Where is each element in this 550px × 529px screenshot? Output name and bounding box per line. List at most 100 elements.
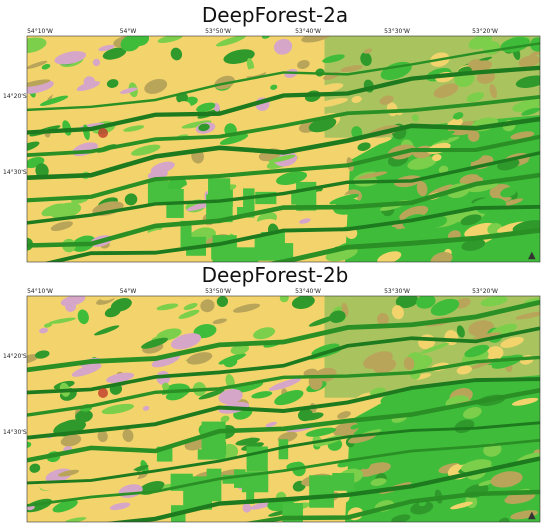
land-patch	[315, 98, 348, 108]
land-patch	[515, 311, 540, 320]
land-patch	[305, 427, 337, 437]
land-patch	[230, 344, 250, 355]
land-patch	[291, 296, 315, 309]
y-tick-label: 14°20'S	[3, 353, 27, 360]
land-patch	[52, 499, 78, 513]
land-patch	[215, 36, 246, 47]
land-patch	[273, 38, 293, 55]
land-patch	[123, 125, 145, 132]
land-patch	[27, 80, 54, 94]
land-patch	[71, 363, 102, 377]
panel-title: DeepForest-2b	[202, 263, 349, 287]
land-patch	[518, 55, 540, 68]
field	[275, 243, 294, 262]
forest-corridor	[27, 172, 540, 248]
forest-corridor	[27, 134, 540, 203]
land-patch	[438, 165, 449, 174]
land-patch	[329, 310, 346, 323]
land-patch	[360, 457, 371, 470]
land-patch	[529, 49, 540, 57]
map: ▲	[26, 35, 541, 263]
x-tick-label: 54°W	[120, 288, 137, 295]
land-patch	[430, 252, 453, 262]
land-patch	[265, 421, 277, 428]
land-patch	[268, 154, 296, 163]
land-patch	[403, 356, 415, 370]
land-patch	[183, 302, 198, 310]
land-patch	[41, 63, 51, 70]
land-patch	[360, 52, 372, 66]
land-patch	[106, 79, 119, 88]
land-patch	[429, 215, 448, 228]
land-patch	[102, 47, 127, 60]
forest-corridor	[27, 355, 540, 417]
map-layer	[27, 296, 540, 522]
field	[234, 469, 246, 488]
land-patch	[268, 378, 301, 391]
land-patch	[379, 95, 394, 105]
land-patch	[77, 309, 89, 325]
land-patch	[433, 83, 459, 98]
land-patch	[428, 130, 455, 140]
land-patch	[27, 37, 47, 54]
land-patch	[132, 36, 150, 46]
map-frame	[26, 295, 541, 523]
land-patch	[109, 502, 131, 511]
land-patch	[391, 514, 411, 522]
x-tick-label: 53°50'W	[205, 288, 231, 295]
land-patch	[33, 422, 51, 430]
x-tick-label: 54°10'W	[27, 288, 53, 295]
land-patch	[124, 193, 138, 206]
land-patch	[363, 48, 373, 54]
land-patch	[461, 149, 484, 163]
y-tick-label: 14°30'S	[3, 429, 27, 436]
land-patch	[358, 213, 385, 225]
forest-corridor	[27, 42, 540, 112]
land-patch	[500, 336, 524, 348]
land-patch	[311, 343, 340, 356]
land-patch	[94, 325, 120, 336]
land-patch	[106, 372, 135, 383]
x-tick-label: 54°W	[120, 28, 137, 35]
field	[243, 188, 255, 218]
land-patch	[358, 171, 388, 179]
forest-corridor	[27, 388, 540, 463]
field	[222, 474, 238, 484]
land-patch	[54, 51, 87, 65]
land-patch	[27, 354, 39, 364]
land-patch	[469, 182, 498, 193]
land-patch	[372, 190, 400, 202]
x-tick-label: 53°50'W	[205, 28, 231, 35]
land-patch	[340, 65, 363, 73]
land-patch	[242, 503, 252, 513]
land-patch	[223, 357, 238, 368]
land-patch	[115, 53, 148, 71]
land-patch	[231, 381, 264, 393]
land-patch	[279, 296, 289, 303]
forest-corridor	[27, 65, 540, 135]
land-patch	[27, 79, 51, 87]
land-patch	[486, 346, 504, 361]
land-patch	[65, 300, 77, 312]
forest-corridor	[27, 438, 540, 507]
panel-title: DeepForest-2a	[202, 3, 348, 27]
land-patch	[196, 102, 216, 113]
land-patch	[170, 47, 183, 61]
land-patch	[75, 409, 93, 423]
land-patch	[251, 391, 273, 399]
land-patch	[142, 405, 150, 411]
forest-corridor	[27, 326, 540, 395]
land-patch	[165, 391, 186, 401]
land-patch	[45, 411, 73, 424]
land-patch	[350, 424, 360, 430]
x-tick-label: 53°20'W	[472, 28, 498, 35]
field	[211, 246, 227, 260]
land-patch	[480, 296, 508, 307]
land-patch	[162, 382, 170, 390]
land-patch	[511, 397, 539, 406]
x-tick-label: 54°10'W	[27, 28, 53, 35]
land-patch	[467, 130, 480, 142]
land-patch	[128, 325, 151, 339]
land-patch	[463, 407, 482, 419]
land-patch	[186, 352, 213, 365]
